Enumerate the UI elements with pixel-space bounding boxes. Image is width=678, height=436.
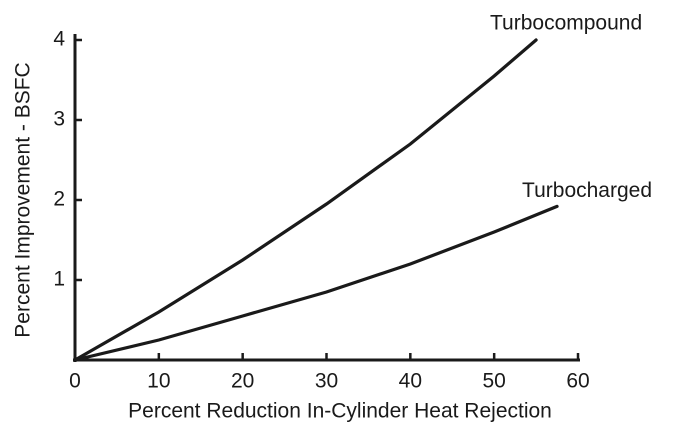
x-tick-label: 60	[566, 370, 589, 393]
y-tick-label: 4	[53, 28, 65, 51]
line	[73, 204, 559, 362]
x-tick-label: 0	[69, 370, 81, 393]
line-label: Turbocompound	[490, 12, 642, 35]
x-tick-label: 50	[482, 370, 505, 393]
y-tick-label: 1	[53, 268, 65, 291]
x-axis-label: Percent Reduction In-Cylinder Heat Rejec…	[128, 400, 552, 423]
x-tick-label: 40	[399, 370, 422, 393]
line	[73, 38, 538, 362]
x-tick-label: 30	[315, 370, 338, 393]
y-tick-label: 2	[53, 188, 65, 211]
y-tick-label: 3	[53, 108, 65, 131]
x-tick-label: 10	[147, 370, 170, 393]
y-axis-label: Percent Improvement - BSFC	[12, 62, 35, 337]
x-tick-label: 20	[231, 370, 254, 393]
line-label: Turbocharged	[522, 179, 652, 202]
